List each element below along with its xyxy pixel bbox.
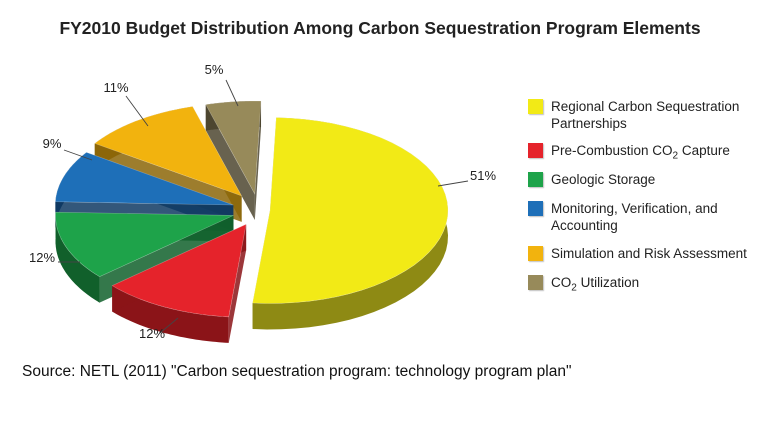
legend-swatch	[528, 275, 543, 290]
chart-title: FY2010 Budget Distribution Among Carbon …	[59, 18, 701, 38]
source-note: Source: NETL (2011) "Carbon sequestratio…	[22, 363, 572, 380]
leader-line	[63, 149, 93, 161]
legend-item-simulation-risk: Simulation and Risk Assessment	[528, 245, 747, 262]
legend-item-regional-partnerships: Regional Carbon Sequestration Partnershi…	[528, 98, 756, 132]
legend-swatch	[528, 246, 543, 261]
data-label: 12%	[29, 250, 55, 265]
legend-label: Regional Carbon Sequestration Partnershi…	[551, 99, 740, 131]
pie-slice-cut-face	[228, 224, 247, 343]
legend-item-co2-utilization: CO2 Utilization	[528, 274, 639, 297]
pie-slice	[55, 211, 234, 278]
leader-line	[159, 317, 179, 334]
pie-slice-edge	[55, 212, 100, 303]
leader-line	[437, 180, 469, 187]
legend-label: Simulation and Risk Assessment	[551, 246, 747, 261]
legend-item-monitoring-verification: Monitoring, Verification, and Accounting	[528, 200, 741, 234]
data-label: 5%	[205, 62, 224, 77]
pie-slice	[111, 223, 247, 318]
legend-item-geologic-storage: Geologic Storage	[528, 171, 655, 188]
data-label: 12%	[139, 326, 165, 341]
legend-item-pre-combustion-capture: Pre-Combustion CO2 Capture	[528, 142, 730, 165]
legend-swatch	[528, 99, 543, 114]
legend-label: CO2 Utilization	[551, 275, 640, 294]
pie-slice	[205, 100, 262, 196]
leader-line	[125, 95, 149, 127]
pie-slice-cut-face	[205, 104, 255, 221]
data-label: 9%	[43, 136, 62, 151]
legend-label: Pre-Combustion CO2 Capture	[551, 143, 730, 162]
legend-swatch	[528, 143, 543, 158]
pie-slice	[252, 117, 449, 304]
pie-slice-cut-face	[254, 101, 262, 221]
data-label: 51%	[470, 168, 496, 183]
legend-swatch	[528, 172, 543, 187]
pie-slice-edge	[112, 285, 229, 343]
pie-slice	[55, 152, 234, 206]
leader-line	[225, 79, 239, 107]
legend-label: Geologic Storage	[551, 172, 656, 187]
data-label: 11%	[103, 80, 128, 95]
legend-swatch	[528, 201, 543, 216]
legend-label: Monitoring, Verification, and Accounting	[551, 201, 718, 233]
pie-slice	[94, 106, 243, 197]
